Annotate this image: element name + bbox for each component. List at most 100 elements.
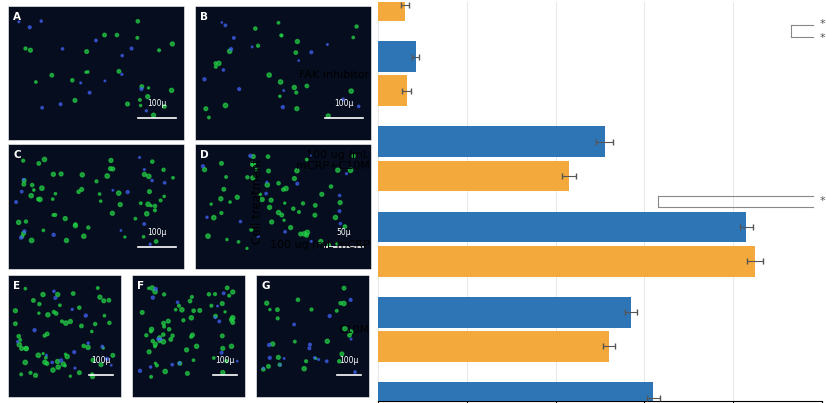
Point xyxy=(261,154,274,160)
Point xyxy=(344,88,358,94)
Point xyxy=(35,18,48,24)
Point xyxy=(233,86,246,92)
Point xyxy=(19,285,32,292)
Point xyxy=(257,365,270,372)
Bar xyxy=(132,275,244,397)
Point xyxy=(38,156,51,163)
Point xyxy=(261,182,274,188)
Bar xyxy=(378,382,653,403)
Point xyxy=(339,223,352,230)
Point xyxy=(15,371,28,378)
Text: H: H xyxy=(292,0,305,1)
Point xyxy=(344,297,357,303)
Point xyxy=(69,97,82,104)
Text: F: F xyxy=(137,281,145,291)
Text: *: * xyxy=(820,19,826,29)
Point xyxy=(145,158,159,165)
Point xyxy=(69,221,82,228)
Point xyxy=(25,193,38,199)
Bar xyxy=(195,6,371,140)
Point xyxy=(263,306,277,313)
Point xyxy=(145,177,159,184)
Point xyxy=(121,101,134,107)
Point xyxy=(69,365,82,372)
Point xyxy=(105,362,118,368)
Point xyxy=(264,197,278,204)
Point xyxy=(12,219,26,226)
Point xyxy=(150,286,163,292)
Point xyxy=(321,113,335,119)
Point xyxy=(226,319,240,326)
Point xyxy=(40,360,54,367)
Point xyxy=(11,339,24,345)
Point xyxy=(46,196,59,202)
Point xyxy=(52,364,65,370)
Point xyxy=(85,328,98,335)
Point xyxy=(287,321,301,328)
Point xyxy=(73,304,86,311)
Point xyxy=(107,352,120,359)
Bar xyxy=(378,331,609,362)
Bar xyxy=(378,127,605,157)
Point xyxy=(19,218,32,225)
Text: 100μ: 100μ xyxy=(147,99,167,108)
Point xyxy=(287,175,301,182)
Point xyxy=(344,336,358,342)
Point xyxy=(59,363,72,369)
Point xyxy=(50,310,63,317)
Point xyxy=(17,230,31,237)
Point xyxy=(216,345,230,352)
Point xyxy=(278,87,291,94)
Point xyxy=(162,318,175,324)
Point xyxy=(244,226,258,233)
Point xyxy=(29,79,42,85)
Point xyxy=(305,238,318,245)
Text: A: A xyxy=(13,12,21,22)
Point xyxy=(344,167,357,174)
Point xyxy=(274,79,287,85)
Point xyxy=(145,374,158,380)
Point xyxy=(138,166,151,173)
Point xyxy=(97,297,111,304)
Point xyxy=(150,238,163,245)
Point xyxy=(140,332,153,339)
Point xyxy=(262,363,275,370)
Point xyxy=(292,297,305,303)
Bar xyxy=(378,246,755,276)
Point xyxy=(224,199,237,205)
Point xyxy=(31,352,45,359)
Point xyxy=(215,210,228,216)
Bar xyxy=(378,212,747,243)
Point xyxy=(68,349,81,355)
Point xyxy=(97,345,110,351)
Point xyxy=(142,285,155,291)
Point xyxy=(175,307,188,313)
Point xyxy=(51,358,64,365)
Point xyxy=(40,354,53,361)
Point xyxy=(93,191,107,197)
Point xyxy=(252,233,265,240)
Point xyxy=(347,34,360,41)
Point xyxy=(36,351,50,357)
Point xyxy=(150,362,164,369)
Point xyxy=(225,46,238,52)
Bar xyxy=(7,275,121,397)
Point xyxy=(305,306,318,313)
Point xyxy=(82,340,95,347)
Point xyxy=(215,349,228,356)
Point xyxy=(153,338,166,344)
Point xyxy=(271,315,284,322)
Point xyxy=(16,233,29,240)
Point xyxy=(333,208,346,214)
Point xyxy=(116,52,129,59)
Point xyxy=(47,171,60,177)
Point xyxy=(56,46,69,52)
Point xyxy=(287,84,301,91)
Point xyxy=(273,93,287,100)
Point xyxy=(202,233,215,239)
Point xyxy=(278,229,292,235)
Point xyxy=(333,192,346,199)
Point xyxy=(198,76,211,83)
Text: G: G xyxy=(262,281,270,291)
Point xyxy=(209,60,222,66)
